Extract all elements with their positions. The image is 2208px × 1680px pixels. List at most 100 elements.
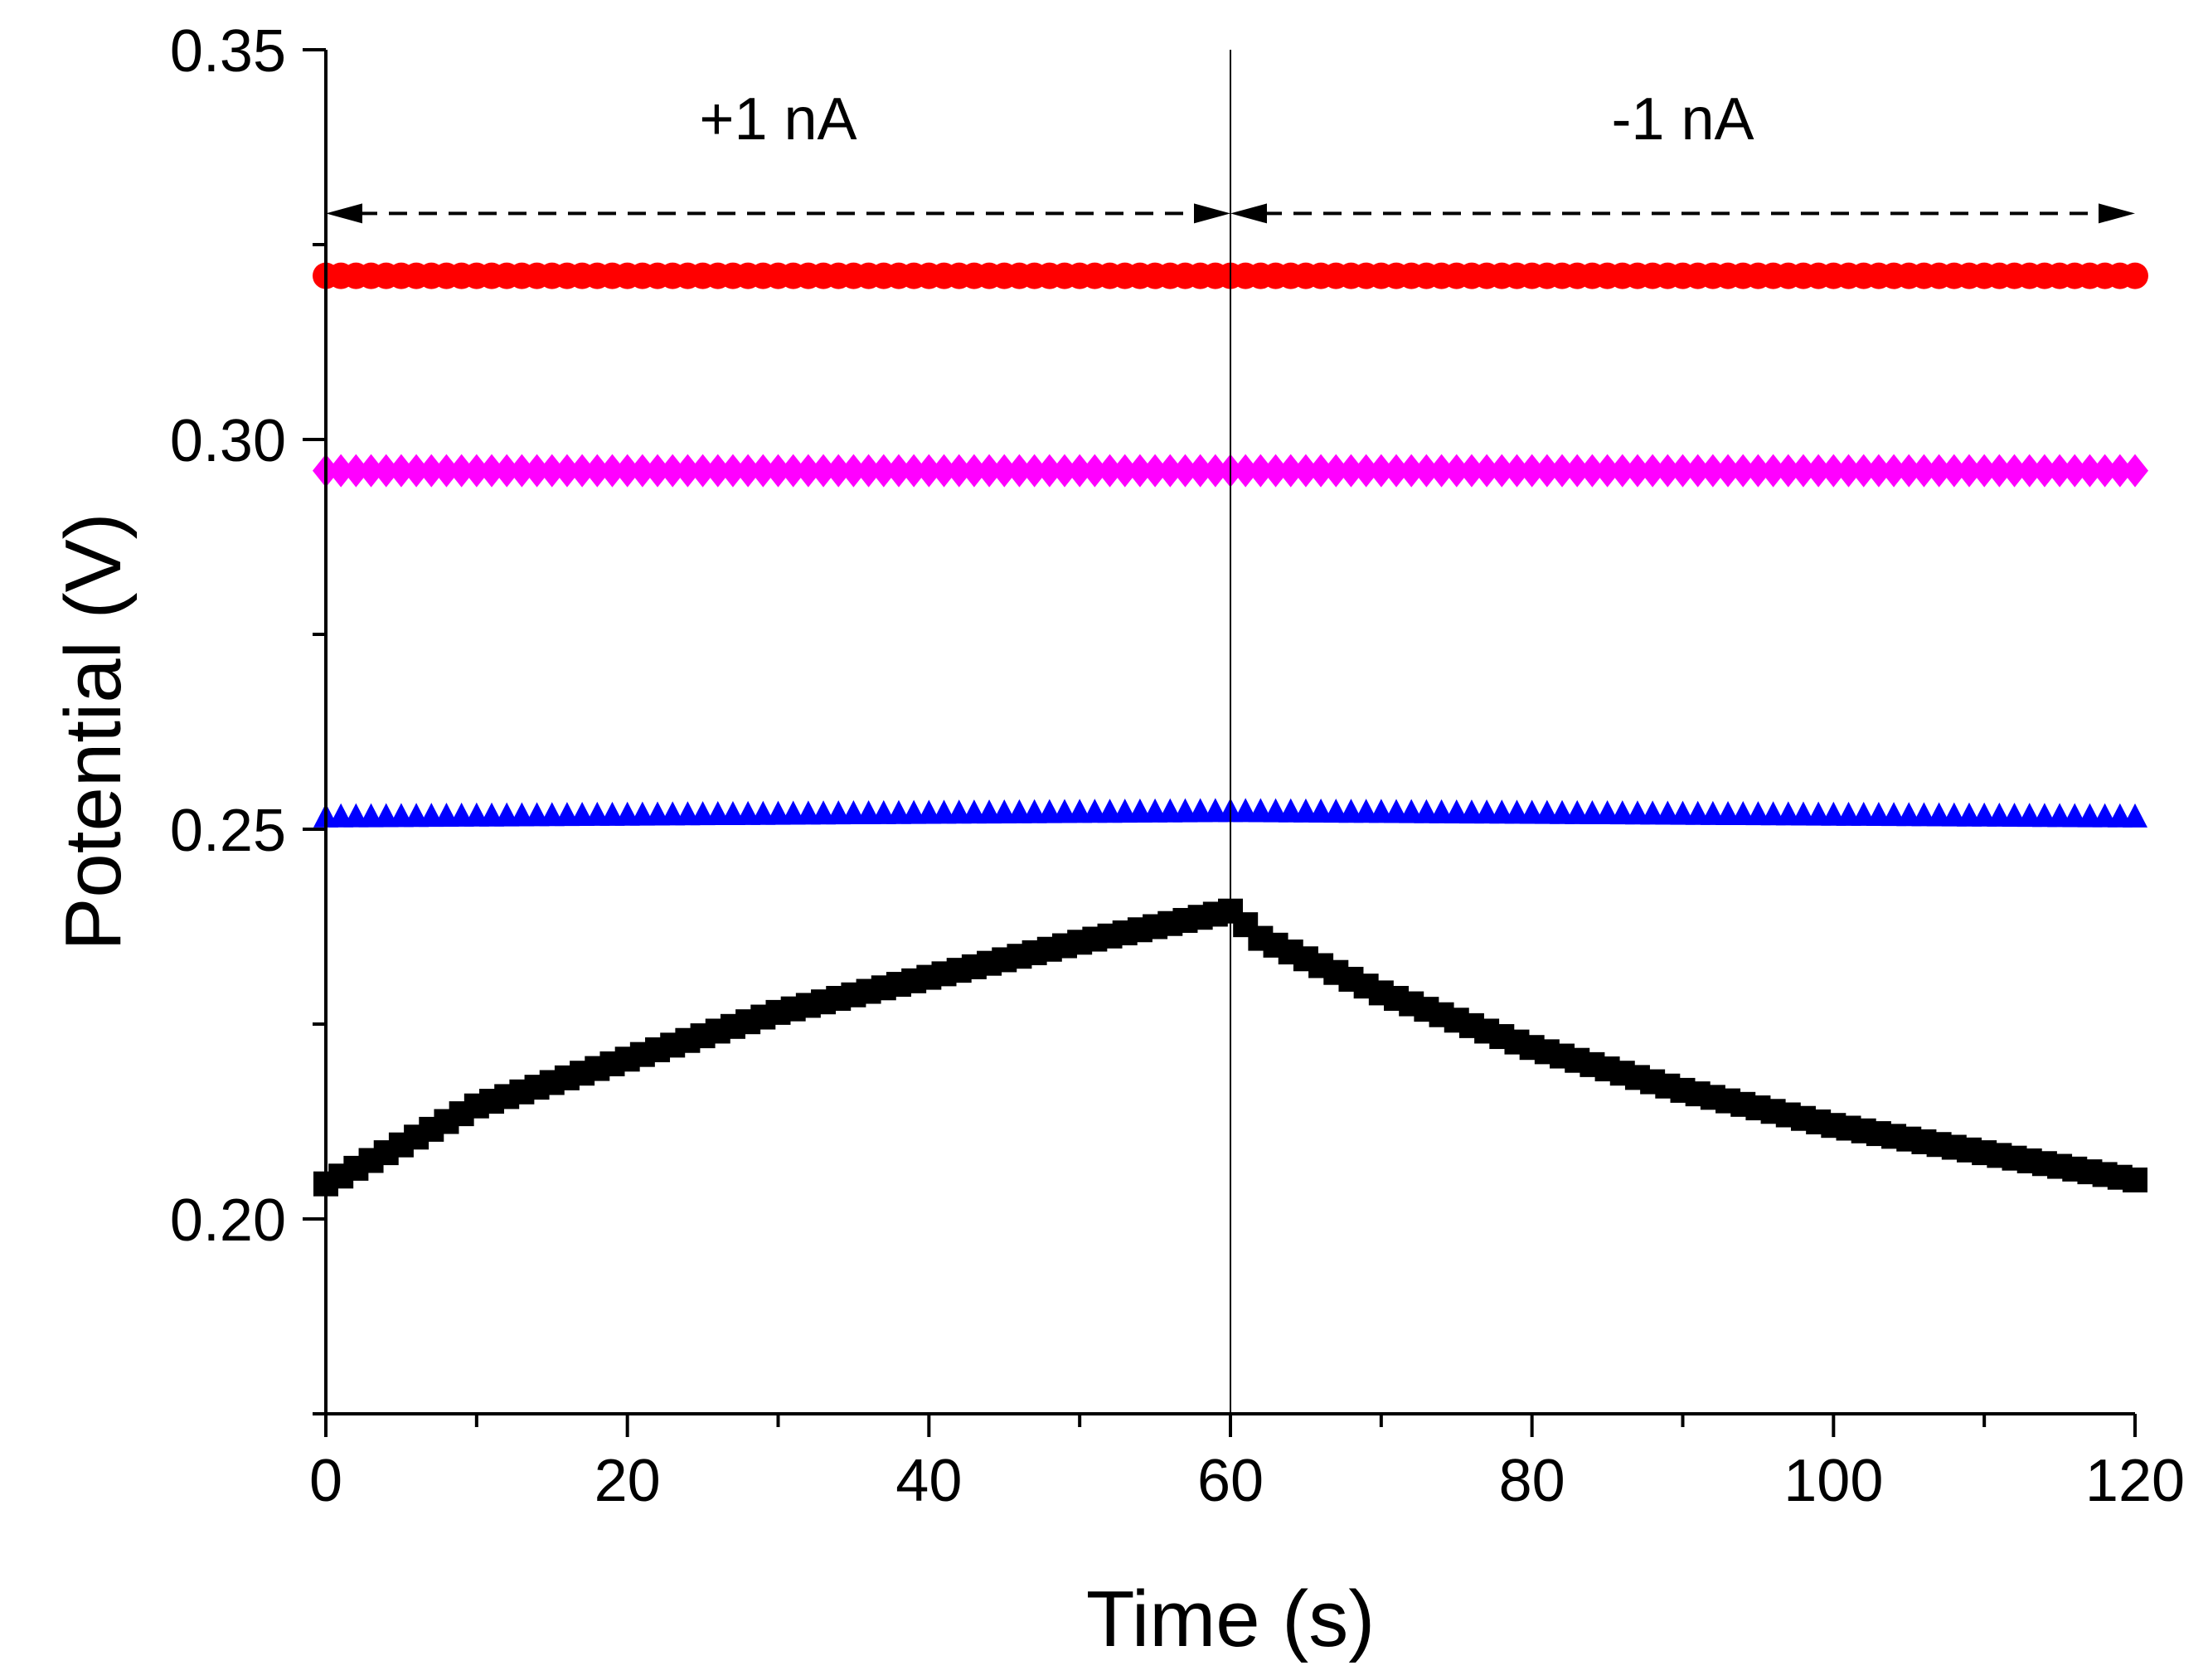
data-point (523, 454, 551, 488)
data-point (1081, 454, 1109, 488)
data-point (1910, 454, 1938, 488)
data-point (1925, 454, 1953, 488)
data-point (357, 454, 385, 488)
data-point (1337, 454, 1365, 488)
data-point (2016, 454, 2043, 488)
data-point (1835, 454, 1862, 488)
data-point (2122, 262, 2148, 289)
x-tick-label: 40 (895, 1448, 962, 1514)
data-point (2123, 1168, 2147, 1192)
data-point (1111, 454, 1138, 488)
data-point (1609, 454, 1636, 488)
data-point (1066, 454, 1094, 488)
data-point (1096, 454, 1123, 488)
data-point (1142, 454, 1169, 488)
data-point (538, 454, 565, 488)
data-point (1277, 454, 1304, 488)
data-point (478, 454, 506, 488)
data-point (2001, 454, 2028, 488)
data-point (463, 454, 490, 488)
data-point (659, 454, 687, 488)
data-point (870, 454, 897, 488)
y-tick-label: 0.25 (170, 798, 286, 864)
data-point (1262, 454, 1289, 488)
data-point (1820, 454, 1847, 488)
data-point (735, 454, 762, 488)
data-point (1232, 454, 1259, 488)
data-point (1730, 454, 1757, 488)
data-point (1398, 454, 1425, 488)
data-point (1986, 454, 2013, 488)
data-point (1473, 454, 1501, 488)
data-point (794, 454, 822, 488)
data-point (1006, 454, 1033, 488)
data-point (1715, 454, 1742, 488)
data-point (750, 454, 777, 488)
data-point (403, 454, 430, 488)
data-point (1021, 454, 1048, 488)
x-axis-title: Time (s) (1086, 1575, 1375, 1663)
data-point (779, 454, 807, 488)
data-point (915, 454, 943, 488)
series-red (313, 262, 2148, 289)
data-point (1503, 454, 1531, 488)
annotation-positive-current: +1 nA (699, 86, 857, 153)
data-point (810, 454, 837, 488)
y-tick-label: 0.30 (170, 408, 286, 474)
data-point (1805, 454, 1832, 488)
arrow-head-right (1194, 203, 1230, 224)
data-point (2106, 454, 2133, 488)
data-point (1745, 454, 1772, 488)
data-point (1850, 454, 1877, 488)
data-point (1413, 454, 1440, 488)
data-point (1126, 454, 1153, 488)
data-point (704, 454, 731, 488)
series-black (313, 898, 2147, 1197)
data-point (1383, 454, 1410, 488)
data-point (1443, 454, 1470, 488)
data-point (493, 454, 521, 488)
data-point (945, 454, 973, 488)
x-tick-label: 120 (2085, 1448, 2185, 1514)
data-point (342, 454, 370, 488)
data-point (2031, 454, 2058, 488)
x-tick-label: 100 (1783, 1448, 1883, 1514)
data-point (1518, 454, 1546, 488)
data-point (644, 454, 672, 488)
series-magenta (313, 454, 2148, 488)
data-point (2122, 454, 2148, 488)
data-point (2091, 454, 2118, 488)
data-point (1789, 454, 1817, 488)
y-tick-label: 0.20 (170, 1187, 286, 1254)
data-point (1549, 454, 1576, 488)
data-point (825, 454, 852, 488)
x-tick-label: 80 (1499, 1448, 1565, 1514)
data-point (885, 454, 912, 488)
data-point (1594, 454, 1621, 488)
data-point (689, 454, 716, 488)
data-point (2046, 454, 2074, 488)
data-point (433, 454, 460, 488)
data-point (1639, 454, 1667, 488)
axes: 0 20 40 60 80 100 120 0.20 0.25 0.30 0.35 (170, 18, 2185, 1514)
data-point (328, 454, 355, 488)
data-point (1157, 454, 1184, 488)
data-point (1051, 454, 1078, 488)
data-point (418, 454, 445, 488)
data-point (569, 454, 596, 488)
data-point (930, 454, 958, 488)
data-point (764, 454, 792, 488)
data-point (1579, 454, 1606, 488)
data-point (674, 454, 701, 488)
data-point (614, 454, 641, 488)
data-point (599, 454, 626, 488)
arrow-head-right (2099, 203, 2135, 224)
data-point (719, 454, 746, 488)
data-point (1172, 454, 1199, 488)
data-point (1322, 454, 1350, 488)
data-point (2076, 454, 2104, 488)
data-point (448, 454, 475, 488)
data-point (1669, 454, 1696, 488)
data-point (1367, 454, 1395, 488)
